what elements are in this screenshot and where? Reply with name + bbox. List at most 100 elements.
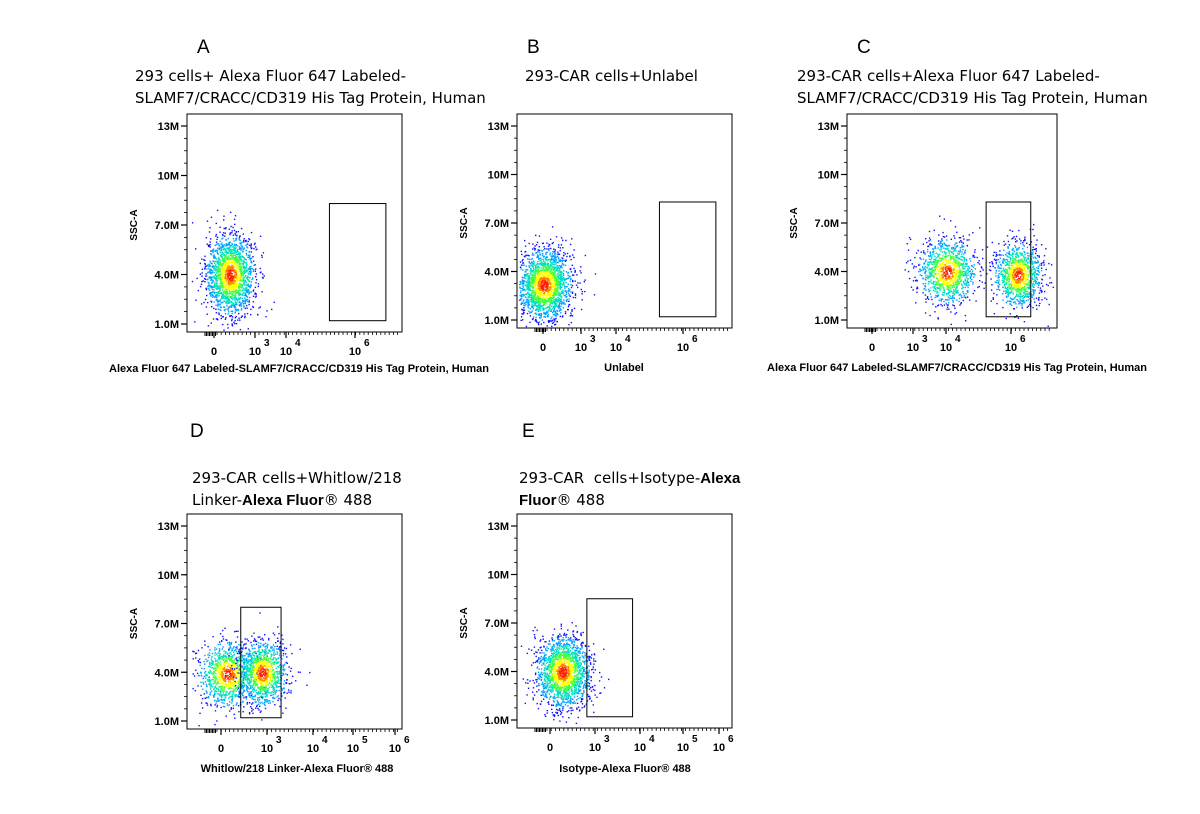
event-dot (223, 270, 225, 272)
event-dot (937, 291, 939, 293)
event-dot (536, 276, 538, 278)
event-dot (536, 288, 538, 291)
event-dot (231, 279, 233, 282)
event-dot (952, 275, 954, 278)
event-dot (217, 286, 219, 288)
event-dot (221, 274, 223, 276)
event-dot (528, 289, 531, 291)
event-dot (229, 292, 232, 294)
event-dot (538, 301, 541, 304)
event-dot (534, 284, 536, 286)
event-dot (556, 305, 558, 307)
event-dot (930, 254, 932, 256)
event-dot (524, 255, 526, 258)
event-dot (254, 286, 257, 289)
event-dot (216, 266, 219, 268)
event-dot (554, 250, 556, 253)
event-dot (531, 301, 533, 303)
event-dot (216, 280, 219, 282)
event-dot (561, 290, 563, 293)
event-dot (551, 273, 554, 275)
event-dot (909, 238, 912, 241)
event-dot (208, 265, 210, 268)
event-dot (915, 252, 918, 254)
event-dot (238, 304, 240, 306)
event-dot (236, 263, 239, 265)
event-dot (964, 249, 967, 251)
event-dot (222, 237, 224, 239)
event-dot (946, 255, 948, 257)
event-dot (949, 291, 951, 293)
event-dot (232, 226, 234, 229)
event-dot (527, 272, 529, 275)
event-dot (938, 234, 940, 236)
event-dot (935, 260, 937, 262)
event-dot (214, 274, 217, 276)
event-dot (972, 292, 974, 295)
event-dot (201, 280, 203, 283)
event-dot (242, 255, 244, 257)
event-dot (522, 289, 524, 292)
event-dot (947, 262, 949, 264)
event-dot (239, 284, 241, 287)
event-dot (205, 265, 207, 267)
event-dot (213, 272, 215, 274)
event-dot (212, 318, 215, 320)
event-dot (222, 283, 224, 285)
event-dot (240, 270, 242, 272)
event-dot (558, 310, 561, 312)
event-dot (550, 255, 552, 257)
event-dot (951, 268, 953, 271)
event-dot (924, 294, 927, 296)
event-dot (551, 271, 554, 273)
event-dot (221, 263, 224, 266)
event-dot (245, 249, 247, 252)
event-dot (247, 279, 249, 281)
event-dot (948, 260, 950, 263)
event-dot (244, 301, 247, 303)
event-dot (543, 281, 546, 284)
event-dot (217, 263, 219, 265)
event-dot (567, 290, 569, 292)
event-dot (927, 281, 930, 283)
event-dot (972, 256, 974, 258)
event-dot (929, 281, 931, 283)
event-dot (250, 260, 252, 262)
event-dot (231, 230, 233, 232)
event-dot (533, 294, 535, 297)
event-dot (247, 289, 250, 291)
event-dot (935, 261, 938, 264)
event-dot (555, 258, 557, 261)
event-dot (250, 285, 252, 287)
event-dot (227, 293, 230, 295)
event-dot (244, 261, 246, 264)
event-dot (219, 278, 221, 280)
event-dot (943, 263, 945, 266)
event-dot (223, 219, 225, 221)
event-dot (941, 274, 943, 276)
event-dot (549, 274, 552, 276)
event-dot (526, 293, 528, 295)
event-dot (562, 283, 564, 286)
event-dot (233, 274, 236, 277)
event-dot (255, 268, 257, 270)
event-dot (528, 299, 530, 301)
event-dot (237, 299, 239, 301)
event-dot (570, 278, 572, 280)
event-dot (539, 307, 542, 309)
event-dot (923, 263, 925, 265)
event-dot (534, 294, 537, 296)
event-dot (228, 273, 231, 276)
event-dot (220, 270, 222, 273)
event-dot (524, 293, 527, 295)
event-dot (980, 274, 982, 277)
event-dot (560, 276, 562, 278)
event-dot (209, 227, 211, 229)
event-dot (964, 265, 966, 268)
event-dot (957, 276, 960, 278)
event-dot (535, 272, 537, 274)
event-dot (538, 321, 540, 323)
event-dot (546, 258, 548, 261)
event-dot (226, 293, 229, 295)
